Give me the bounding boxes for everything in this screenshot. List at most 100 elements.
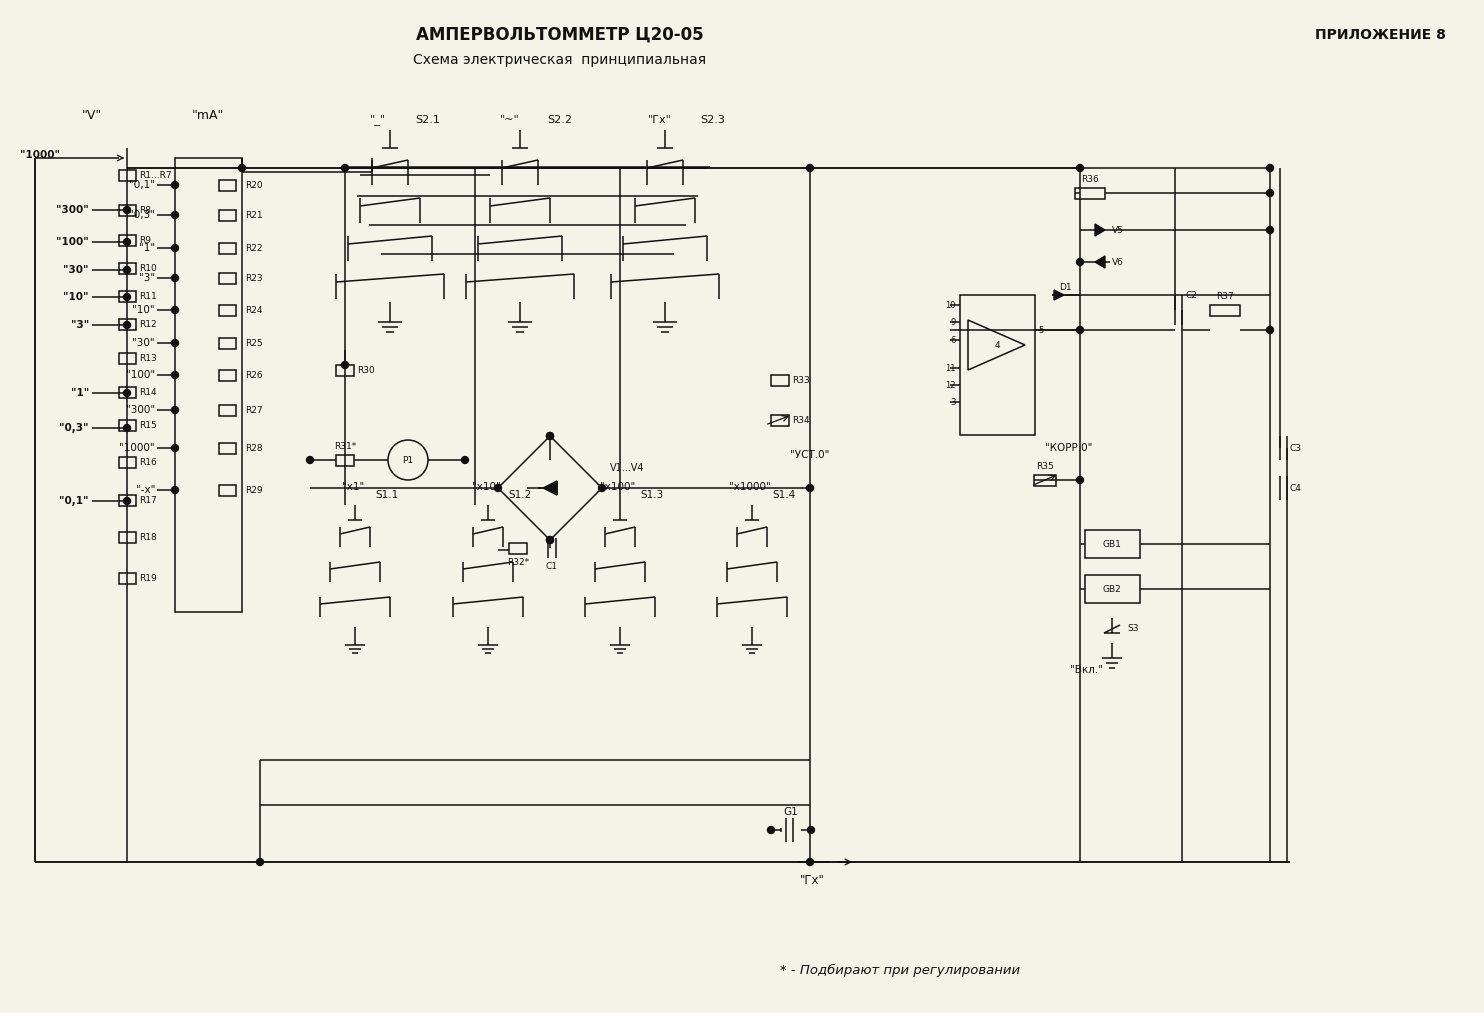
- Text: "1000": "1000": [119, 443, 154, 453]
- Text: 3: 3: [951, 397, 956, 406]
- Text: "0,1": "0,1": [59, 496, 89, 506]
- Bar: [509, 543, 527, 554]
- Text: "0,3": "0,3": [59, 423, 89, 433]
- Bar: [119, 573, 137, 585]
- Text: "_": "_": [370, 114, 386, 126]
- Bar: [1085, 575, 1140, 603]
- Bar: [119, 387, 137, 398]
- Text: "V": "V": [82, 108, 102, 122]
- Bar: [220, 443, 236, 454]
- Text: "3": "3": [139, 272, 154, 283]
- Bar: [220, 405, 236, 416]
- Circle shape: [172, 486, 178, 493]
- Text: "x100": "x100": [601, 482, 635, 492]
- Circle shape: [1266, 164, 1273, 171]
- Text: R35: R35: [1036, 462, 1054, 470]
- Circle shape: [172, 181, 178, 188]
- Text: 11: 11: [945, 364, 956, 373]
- Text: "300": "300": [56, 205, 89, 215]
- Text: R10: R10: [139, 263, 157, 272]
- Circle shape: [123, 238, 131, 245]
- Bar: [119, 532, 137, 543]
- Text: C4: C4: [1290, 483, 1301, 492]
- Text: "1": "1": [71, 388, 89, 398]
- Text: * - Подбирают при регулировании: * - Подбирают при регулировании: [781, 963, 1020, 977]
- Circle shape: [1076, 258, 1083, 265]
- Bar: [220, 180, 236, 191]
- Circle shape: [123, 390, 131, 396]
- Text: R8: R8: [139, 206, 151, 215]
- Circle shape: [462, 457, 469, 464]
- Text: "mA": "mA": [191, 108, 224, 122]
- Bar: [220, 485, 236, 496]
- Text: S1.3: S1.3: [640, 490, 663, 500]
- Text: GB2: GB2: [1103, 585, 1122, 594]
- Circle shape: [123, 266, 131, 274]
- Circle shape: [341, 362, 349, 369]
- Circle shape: [806, 164, 813, 171]
- Circle shape: [123, 424, 131, 432]
- Text: 5: 5: [1037, 325, 1043, 334]
- Bar: [119, 457, 137, 468]
- Text: R23: R23: [245, 274, 263, 283]
- Text: R27: R27: [245, 405, 263, 414]
- Text: R14: R14: [139, 388, 157, 396]
- Circle shape: [1076, 326, 1083, 333]
- Text: S1.4: S1.4: [772, 490, 795, 500]
- Text: "30": "30": [64, 265, 89, 275]
- Bar: [119, 420, 137, 431]
- Text: "10": "10": [64, 292, 89, 302]
- Text: "10": "10": [132, 305, 154, 315]
- Text: "x10": "x10": [472, 482, 500, 492]
- Text: S2.3: S2.3: [700, 115, 724, 125]
- Circle shape: [172, 307, 178, 313]
- Bar: [335, 455, 355, 466]
- Text: R24: R24: [245, 306, 263, 314]
- Text: R37: R37: [1215, 292, 1233, 301]
- Bar: [220, 210, 236, 221]
- Text: "300": "300": [126, 405, 154, 415]
- Text: C3: C3: [1290, 444, 1301, 453]
- Text: 4: 4: [994, 340, 1000, 349]
- Text: R25: R25: [245, 338, 263, 347]
- Circle shape: [546, 537, 554, 544]
- Text: 9: 9: [951, 317, 956, 326]
- Text: "3": "3": [71, 320, 89, 330]
- Text: R21: R21: [245, 211, 263, 220]
- Bar: [119, 319, 137, 330]
- Circle shape: [546, 537, 554, 544]
- Text: "КОРР.0": "КОРР.0": [1045, 443, 1092, 453]
- Polygon shape: [543, 481, 556, 495]
- Text: R19: R19: [139, 573, 157, 582]
- Bar: [1074, 188, 1106, 199]
- Text: S2.1: S2.1: [416, 115, 439, 125]
- Text: R34: R34: [792, 415, 810, 424]
- Text: "100": "100": [56, 237, 89, 247]
- Text: V1...V4: V1...V4: [610, 463, 644, 473]
- Bar: [335, 365, 355, 376]
- Text: GB1: GB1: [1103, 540, 1122, 548]
- Text: V5: V5: [1112, 226, 1123, 234]
- Text: R30: R30: [358, 366, 375, 375]
- Circle shape: [172, 445, 178, 452]
- Circle shape: [546, 433, 554, 440]
- Text: R29: R29: [245, 485, 263, 494]
- Bar: [1034, 475, 1057, 486]
- Text: R36: R36: [1082, 174, 1098, 183]
- Bar: [772, 375, 789, 386]
- Circle shape: [1076, 164, 1083, 171]
- Circle shape: [806, 484, 813, 491]
- Bar: [220, 272, 236, 284]
- Text: R26: R26: [245, 371, 263, 380]
- Circle shape: [257, 858, 264, 865]
- Text: G1: G1: [784, 807, 798, 817]
- Circle shape: [123, 497, 131, 504]
- Circle shape: [546, 433, 554, 440]
- Text: "x1": "x1": [341, 482, 364, 492]
- Bar: [1085, 530, 1140, 558]
- Text: R16: R16: [139, 458, 157, 467]
- Circle shape: [172, 275, 178, 282]
- Text: R17: R17: [139, 495, 157, 504]
- Circle shape: [307, 457, 313, 464]
- Circle shape: [807, 827, 815, 834]
